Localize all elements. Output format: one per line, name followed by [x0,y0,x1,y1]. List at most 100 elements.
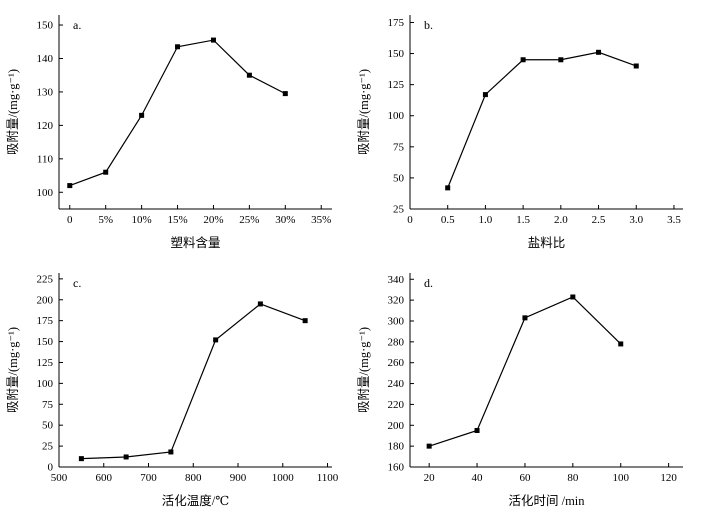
panel-label: c. [73,276,81,290]
data-point-marker [522,315,528,321]
data-point-marker [123,454,129,460]
chart-d-canvas: 20 40 60 80 100 120 160 180 200 220 240 260 280 300 32… [357,273,683,508]
y-tick-label: 175 [388,17,405,29]
data-point-marker [426,443,432,449]
chart-b: 0 0.5 1.0 1.5 2.0 2.5 3.0 3.5 25 50 75 100 125 150 175… [351,0,702,258]
x-tick-label: 20 [424,472,436,484]
data-point-marker [168,449,174,455]
data-point-marker [67,183,73,189]
y-axis-label: 吸附量/(mg·g⁻¹) [357,69,371,155]
y-tick-label: 125 [388,79,405,91]
y-tick-label: 240 [388,378,405,390]
y-tick-label: 260 [388,357,405,369]
data-point-marker [213,337,219,343]
y-tick-label: 25 [393,204,405,216]
x-tick-label: 0 [407,214,413,226]
y-tick-label: 0 [48,462,54,474]
x-tick-label: 1.5 [516,214,530,226]
panel-label: a. [73,18,81,32]
x-tick-label: 2.5 [592,214,606,226]
chart-c-canvas: 500 600 700 800 900 1000 1100 0 25 50 75 100 125 150 1… [6,273,339,508]
x-tick-label: 20% [203,214,223,226]
y-tick-label: 50 [393,172,405,184]
y-tick-label: 25 [42,441,54,453]
x-tick-label: 1.0 [479,214,493,226]
chart-c: 500 600 700 800 900 1000 1100 0 25 50 75 100 125 150 1… [0,258,351,516]
data-line [81,303,306,460]
x-axis-label: 活化时间 /min [508,494,585,508]
data-point-marker [520,57,526,63]
y-tick-label: 100 [388,110,405,122]
x-tick-label: 30% [275,214,295,226]
x-tick-label: 35% [311,214,331,226]
chart-a-canvas: 0 5% 10% 15% 20% 25% 30% 35% 100 110 120 130 140 150 a… [6,15,332,250]
panel-label: b. [424,18,433,32]
data-point-marker [474,427,480,433]
x-tick-label: 800 [185,472,202,484]
y-tick-label: 50 [42,420,54,432]
x-tick-label: 500 [51,472,68,484]
y-tick-label: 200 [388,420,405,432]
x-tick-label: 100 [612,472,629,484]
y-tick-label: 120 [37,120,54,132]
x-axis-label: 盐料比 [528,236,566,250]
chart-b-canvas: 0 0.5 1.0 1.5 2.0 2.5 3.0 3.5 25 50 75 100 125 150 175… [357,15,683,250]
data-point-marker [282,91,288,97]
data-point-marker [246,72,252,78]
data-point-marker [570,294,576,300]
data-line [69,39,286,187]
x-tick-label: 1100 [317,472,339,484]
y-tick-label: 100 [37,187,54,199]
y-axis-label: 吸附量/(mg·g⁻¹) [357,327,371,413]
y-tick-label: 150 [388,48,405,60]
y-tick-label: 280 [388,336,405,348]
y-tick-label: 160 [388,462,405,474]
y-axis-label: 吸附量/(mg·g⁻¹) [6,69,20,155]
x-tick-label: 15% [167,214,187,226]
y-tick-label: 130 [37,86,54,98]
y-tick-label: 110 [37,153,54,165]
data-point-marker [482,92,488,98]
y-tick-label: 75 [42,399,54,411]
y-tick-label: 180 [388,441,405,453]
y-tick-label: 340 [388,274,405,286]
x-tick-label: 2.0 [554,214,568,226]
data-point-marker [175,44,181,50]
y-tick-label: 300 [388,315,405,327]
panel-label: d. [424,276,433,290]
x-axis-label: 塑料含量 [170,235,220,250]
x-tick-label: 10% [132,214,152,226]
data-point-marker [257,301,263,307]
y-tick-label: 200 [37,294,54,306]
data-point-marker [445,185,451,191]
y-tick-label: 125 [37,357,54,369]
y-tick-label: 225 [37,273,54,285]
data-point-marker [618,341,624,347]
y-tick-label: 100 [37,378,54,390]
data-point-marker [210,37,216,43]
chart-d: 20 40 60 80 100 120 160 180 200 220 240 260 280 300 32… [351,258,702,516]
data-point-marker [596,49,602,55]
y-tick-label: 140 [37,53,54,65]
x-tick-label: 5% [98,214,113,226]
y-tick-label: 150 [37,20,54,32]
x-tick-label: 40 [472,472,484,484]
x-tick-label: 3.0 [629,214,643,226]
y-tick-label: 320 [388,295,405,307]
x-tick-label: 0.5 [441,214,455,226]
x-tick-label: 25% [239,214,259,226]
chart-a: 0 5% 10% 15% 20% 25% 30% 35% 100 110 120 130 140 150 a… [0,0,351,258]
y-axis-label: 吸附量/(mg·g⁻¹) [6,327,20,413]
x-axis-label: 活化温度/℃ [162,493,229,508]
data-point-marker [103,169,109,175]
y-tick-label: 75 [393,141,405,153]
x-tick-label: 700 [140,472,157,484]
y-tick-label: 175 [37,315,54,327]
y-tick-label: 220 [388,399,405,411]
data-point-marker [139,112,145,118]
x-tick-label: 0 [67,214,73,226]
data-point-marker [633,63,639,69]
data-point-marker [78,456,84,462]
x-tick-label: 1000 [272,472,295,484]
